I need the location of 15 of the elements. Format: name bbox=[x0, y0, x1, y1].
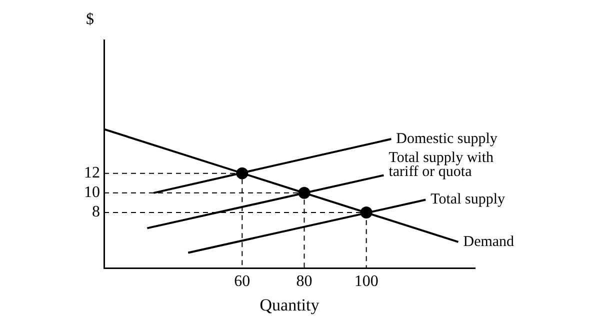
series-label: Demand bbox=[463, 234, 515, 250]
x-tick-label: 100 bbox=[354, 273, 378, 290]
series-label: Total supply bbox=[430, 192, 506, 208]
y-tick-label: 8 bbox=[92, 204, 100, 221]
y-tick-label: 12 bbox=[84, 164, 100, 182]
y-tick-label: 10 bbox=[84, 184, 100, 202]
y-axis-title: $ bbox=[86, 11, 94, 28]
series-label: Total supply with tariff or quota bbox=[388, 150, 494, 180]
point bbox=[360, 206, 372, 219]
x-axis-title: Quantity bbox=[260, 295, 320, 314]
series-label: Domestic supply bbox=[396, 130, 498, 147]
point bbox=[298, 186, 310, 199]
x-tick-label: 80 bbox=[296, 273, 312, 290]
x-tick-label: 60 bbox=[234, 273, 250, 290]
point bbox=[236, 167, 248, 180]
